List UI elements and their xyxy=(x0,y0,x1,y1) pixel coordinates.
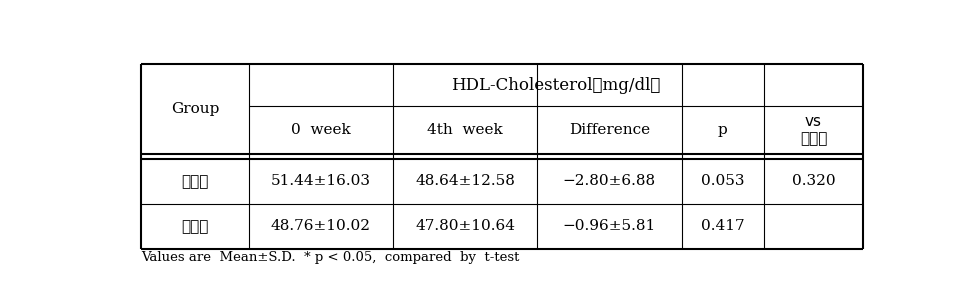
Text: 48.64±12.58: 48.64±12.58 xyxy=(416,174,515,188)
Text: HDL-Cholesterol（mg/dl）: HDL-Cholesterol（mg/dl） xyxy=(451,76,661,94)
Text: Values are  Mean±S.D.  * p < 0.05,  compared  by  t-test: Values are Mean±S.D. * p < 0.05, compare… xyxy=(141,251,519,264)
Text: 대조군: 대조군 xyxy=(181,219,209,234)
Text: p: p xyxy=(718,123,728,137)
Text: 47.80±10.64: 47.80±10.64 xyxy=(416,220,515,233)
Text: vs
대조군: vs 대조군 xyxy=(800,114,827,146)
Text: 48.76±10.02: 48.76±10.02 xyxy=(270,220,370,233)
Text: −2.80±6.88: −2.80±6.88 xyxy=(563,174,656,188)
Text: 0  week: 0 week xyxy=(291,123,351,137)
Text: 0.053: 0.053 xyxy=(701,174,745,188)
Text: 4th  week: 4th week xyxy=(427,123,503,137)
Text: Difference: Difference xyxy=(568,123,650,137)
Text: Group: Group xyxy=(171,102,220,116)
Text: 0.320: 0.320 xyxy=(792,174,835,188)
Text: −0.96±5.81: −0.96±5.81 xyxy=(563,220,656,233)
Text: 51.44±16.03: 51.44±16.03 xyxy=(270,174,370,188)
Text: 0.417: 0.417 xyxy=(701,220,745,233)
Text: 시험군: 시험군 xyxy=(181,174,209,189)
